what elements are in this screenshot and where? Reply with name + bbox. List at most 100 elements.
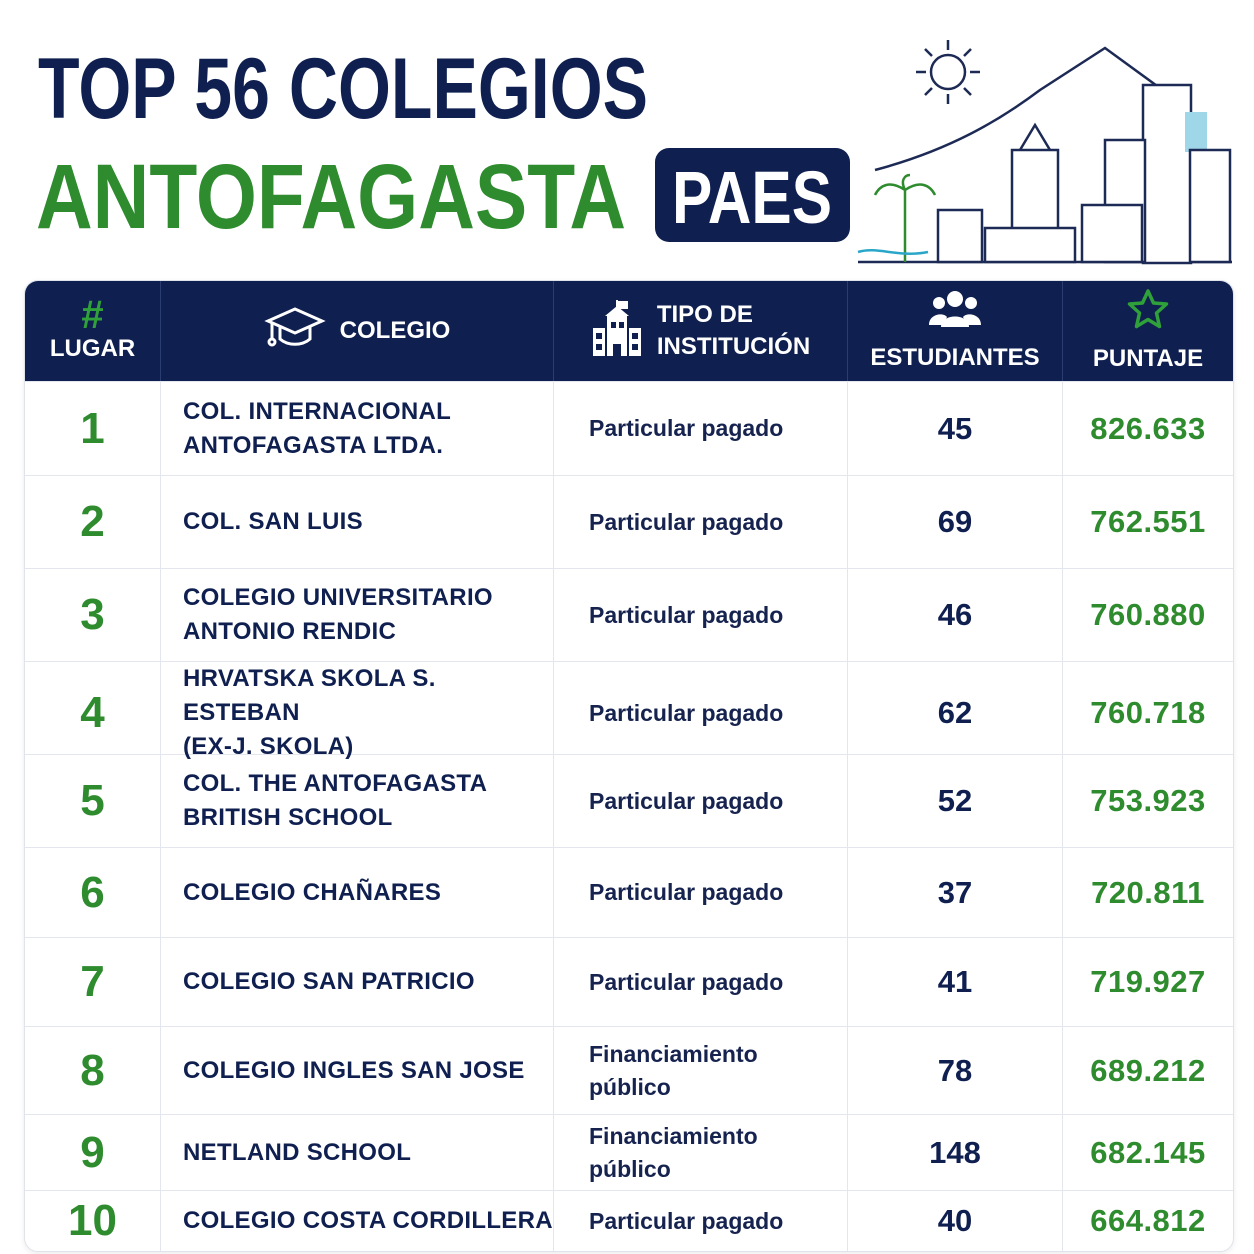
school-line: HRVATSKA SKOLA S. ESTEBAN xyxy=(183,665,436,726)
column-label: TIPO DE INSTITUCIÓN xyxy=(657,299,810,363)
table-row: 3 COLEGIO UNIVERSITARIO ANTONIO RENDIC Part… xyxy=(25,568,1233,661)
school-name: NETLAND SCHOOL xyxy=(161,1115,554,1190)
column-header: TIPO DE INSTITUCIÓN xyxy=(554,281,848,381)
table-row: 1 COL. INTERNACIONAL ANTOFAGASTA LTDA. Part… xyxy=(25,381,1233,475)
table-header: # LUGAR COLEGIO TIPO DE INSTITUCIÓN ESTUDIANT… xyxy=(25,281,1233,381)
table-row: 8 COLEGIO INGLES SAN JOSE Financiamiento pú… xyxy=(25,1026,1233,1114)
school-name: COLEGIO INGLES SAN JOSE xyxy=(161,1027,554,1114)
column-label-line: INSTITUCIÓN xyxy=(656,333,811,360)
subtitle: ANTOFAGASTA xyxy=(36,146,626,248)
place: 3 xyxy=(25,569,161,661)
school-line: COLEGIO SAN PATRICIO xyxy=(183,968,475,995)
place: 9 xyxy=(25,1115,161,1190)
table-row: 6 COLEGIO CHAÑARES Particular pagado 37 720.… xyxy=(25,847,1233,937)
institution-type: Particular pagado xyxy=(554,848,848,937)
type-line: Particular pagado xyxy=(589,699,784,726)
institution-type: Financiamiento público xyxy=(554,1115,848,1190)
school-line: COL. INTERNACIONAL xyxy=(183,397,452,425)
table-row: 9 NETLAND SCHOOL Financiamiento público 148 6… xyxy=(25,1114,1233,1190)
column-label-line: LUGAR xyxy=(49,335,136,362)
school-name: COL. INTERNACIONAL ANTOFAGASTA LTDA. xyxy=(161,382,554,475)
column-label-line: ESTUDIANTES xyxy=(870,343,1040,371)
school-name: COL. SAN LUIS xyxy=(161,476,554,568)
column-label-line: TIPO DE xyxy=(656,301,753,328)
score: 719.927 xyxy=(1090,964,1206,999)
score: 689.212 xyxy=(1090,1052,1206,1088)
school-name: COLEGIO COSTA CORDILLERA xyxy=(161,1191,554,1251)
column-header: ESTUDIANTES xyxy=(848,281,1063,381)
column-label: PUNTAJE xyxy=(1093,343,1203,375)
institution-type: Financiamiento público xyxy=(554,1027,848,1114)
place: 5 xyxy=(25,755,161,847)
students: 45 xyxy=(848,382,1063,475)
column-header: # LUGAR xyxy=(25,281,161,381)
table-row: 2 COL. SAN LUIS Particular pagado 69 762.551 xyxy=(25,475,1233,568)
place: 7 xyxy=(25,938,161,1026)
score: 753.923 xyxy=(1090,783,1206,818)
title: TOP 56 COLEGIOS xyxy=(38,41,648,137)
column-label: # LUGAR xyxy=(49,293,136,365)
students: 46 xyxy=(848,569,1063,661)
institution-type: Particular pagado xyxy=(554,476,848,568)
type-line: Particular pagado xyxy=(589,879,784,905)
school-name: HRVATSKA SKOLA S. ESTEBAN (EX-J. SKOLA) xyxy=(161,662,554,764)
type-line: Particular pagado xyxy=(589,968,784,995)
place: 2 xyxy=(25,476,161,568)
students: 40 xyxy=(848,1191,1063,1251)
students: 52 xyxy=(848,755,1063,847)
column-label: COLEGIO xyxy=(340,315,451,347)
column-header: PUNTAJE xyxy=(1063,281,1233,381)
school-name: COL. THE ANTOFAGASTA BRITISH SCHOOL xyxy=(161,755,554,847)
students: 69 xyxy=(848,476,1063,568)
score: 760.718 xyxy=(1090,695,1206,730)
skyline-illustration xyxy=(857,40,1232,265)
type-line: Particular pagado xyxy=(589,415,784,441)
column-label-line: COLEGIO xyxy=(339,317,451,344)
score: 826.633 xyxy=(1090,410,1206,446)
place: 8 xyxy=(25,1027,161,1114)
school-line: COL. SAN LUIS xyxy=(183,508,363,535)
students: 41 xyxy=(848,938,1063,1026)
table-body: 1 COL. INTERNACIONAL ANTOFAGASTA LTDA. Part… xyxy=(25,381,1233,1251)
school-line: ANTONIO RENDIC xyxy=(183,618,397,645)
score: 760.880 xyxy=(1090,597,1206,632)
score: 664.812 xyxy=(1090,1203,1206,1238)
column-icon xyxy=(929,289,981,336)
column-icon xyxy=(591,299,643,363)
school-line: ANTOFAGASTA LTDA. xyxy=(183,431,444,459)
institution-type: Particular pagado xyxy=(554,1191,848,1251)
type-line: Particular pagado xyxy=(589,601,784,628)
place: 4 xyxy=(25,662,161,764)
school-line: BRITISH SCHOOL xyxy=(183,804,393,831)
institution-type: Particular pagado xyxy=(554,755,848,847)
ranking-table: # LUGAR COLEGIO TIPO DE INSTITUCIÓN ESTUDIANT… xyxy=(24,280,1234,1252)
column-symbol: # xyxy=(81,293,104,337)
badge-bg xyxy=(655,148,850,242)
table-row: 7 COLEGIO SAN PATRICIO Particular pagado 41… xyxy=(25,937,1233,1026)
students: 78 xyxy=(848,1027,1063,1114)
place: 10 xyxy=(25,1191,161,1251)
column-header: COLEGIO xyxy=(161,281,554,381)
type-line: Particular pagado xyxy=(589,787,784,814)
school-line: NETLAND SCHOOL xyxy=(183,1138,412,1166)
students: 148 xyxy=(848,1115,1063,1190)
type-line: Financiamiento xyxy=(589,1122,758,1149)
school-line: COLEGIO UNIVERSITARIO xyxy=(183,584,493,611)
school-line: COL. THE ANTOFAGASTA xyxy=(183,770,488,797)
column-icon xyxy=(263,303,326,360)
column-icon xyxy=(1126,288,1170,337)
institution-type: Particular pagado xyxy=(554,382,848,475)
institution-type: Particular pagado xyxy=(554,569,848,661)
column-label-line: PUNTAJE xyxy=(1092,344,1204,372)
institution-type: Particular pagado xyxy=(554,662,848,764)
place: 1 xyxy=(25,382,161,475)
type-line: Particular pagado xyxy=(589,508,784,535)
table-row: 10 COLEGIO COSTA CORDILLERA Particular pag… xyxy=(25,1190,1233,1251)
table-row: 4 HRVATSKA SKOLA S. ESTEBAN (EX-J. SKOLA) P… xyxy=(25,661,1233,764)
students: 37 xyxy=(848,848,1063,937)
place: 6 xyxy=(25,848,161,937)
students: 62 xyxy=(848,662,1063,764)
table-row: 5 COL. THE ANTOFAGASTA BRITISH SCHOOL Parti… xyxy=(25,754,1233,847)
school-line: COLEGIO COSTA CORDILLERA xyxy=(183,1207,553,1234)
